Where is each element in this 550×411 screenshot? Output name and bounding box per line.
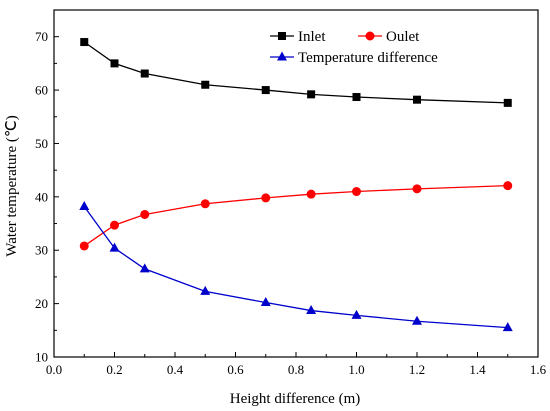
data-point <box>502 322 513 332</box>
data-point <box>200 199 210 209</box>
x-tick-label: 0.2 <box>106 362 122 377</box>
x-tick-label: 1.4 <box>469 362 486 377</box>
data-point <box>80 38 89 47</box>
legend: Inlet Oulet Temperature difference <box>270 29 438 66</box>
data-point <box>140 209 150 219</box>
y-tick-label: 40 <box>35 189 48 204</box>
data-point <box>139 263 150 273</box>
data-point <box>140 69 149 78</box>
data-point <box>413 95 421 104</box>
series-3 <box>79 200 513 332</box>
legend-entry-3: Temperature difference <box>270 50 438 66</box>
x-tick-label: 0.0 <box>46 362 62 377</box>
x-tick-label: 1.2 <box>409 362 425 377</box>
data-point <box>352 187 361 197</box>
x-tick-label: 0.4 <box>167 362 184 377</box>
x-tick-label: 1.0 <box>348 362 364 377</box>
y-axis-title: Water temperature (℃) <box>4 115 20 256</box>
legend-label: Oulet <box>386 29 420 45</box>
series-1 <box>80 38 512 107</box>
legend-entry-1: Inlet <box>270 29 326 45</box>
y-tick-label: 10 <box>35 350 48 365</box>
data-point <box>503 98 512 107</box>
legend-marker <box>278 32 286 40</box>
data-point <box>200 285 211 295</box>
data-point <box>503 181 513 191</box>
data-point <box>201 80 210 89</box>
data-point <box>260 297 271 307</box>
data-point <box>261 86 270 95</box>
data-point <box>79 241 89 251</box>
data-point <box>110 220 119 230</box>
data-point <box>79 200 90 210</box>
legend-entry-2: Oulet <box>358 29 420 45</box>
axes: 0.0 0.2 0.4 0.6 0.8 1.0 1.2 1.4 1.6 10 20 30 40 50 60 7… <box>35 9 547 377</box>
y-tick-label: 20 <box>35 296 48 311</box>
x-tick-label: 0.8 <box>288 362 304 377</box>
legend-marker <box>277 51 287 61</box>
series-2 <box>79 181 513 251</box>
data-point <box>351 309 362 319</box>
data-point <box>352 93 361 102</box>
legend-label: Temperature difference <box>298 50 438 66</box>
data-point <box>109 242 120 252</box>
data-point <box>306 305 317 315</box>
y-tick-label: 70 <box>35 29 48 44</box>
plot-frame <box>53 9 539 358</box>
data-point <box>110 59 119 68</box>
y-tick-label: 50 <box>35 136 48 151</box>
legend-label: Inlet <box>298 29 326 45</box>
x-axis-title: Height difference (m) <box>230 391 361 407</box>
x-tick-label: 0.6 <box>227 362 244 377</box>
data-point <box>307 90 316 99</box>
x-tick-label: 1.6 <box>530 362 547 377</box>
data-point <box>412 315 422 325</box>
data-point <box>306 189 316 199</box>
y-tick-label: 30 <box>35 243 48 258</box>
legend-marker <box>365 31 375 41</box>
data-point <box>261 193 271 203</box>
y-tick-label: 60 <box>35 83 48 98</box>
series-line <box>83 206 508 329</box>
data-point <box>412 184 422 194</box>
series-layer <box>79 38 513 332</box>
